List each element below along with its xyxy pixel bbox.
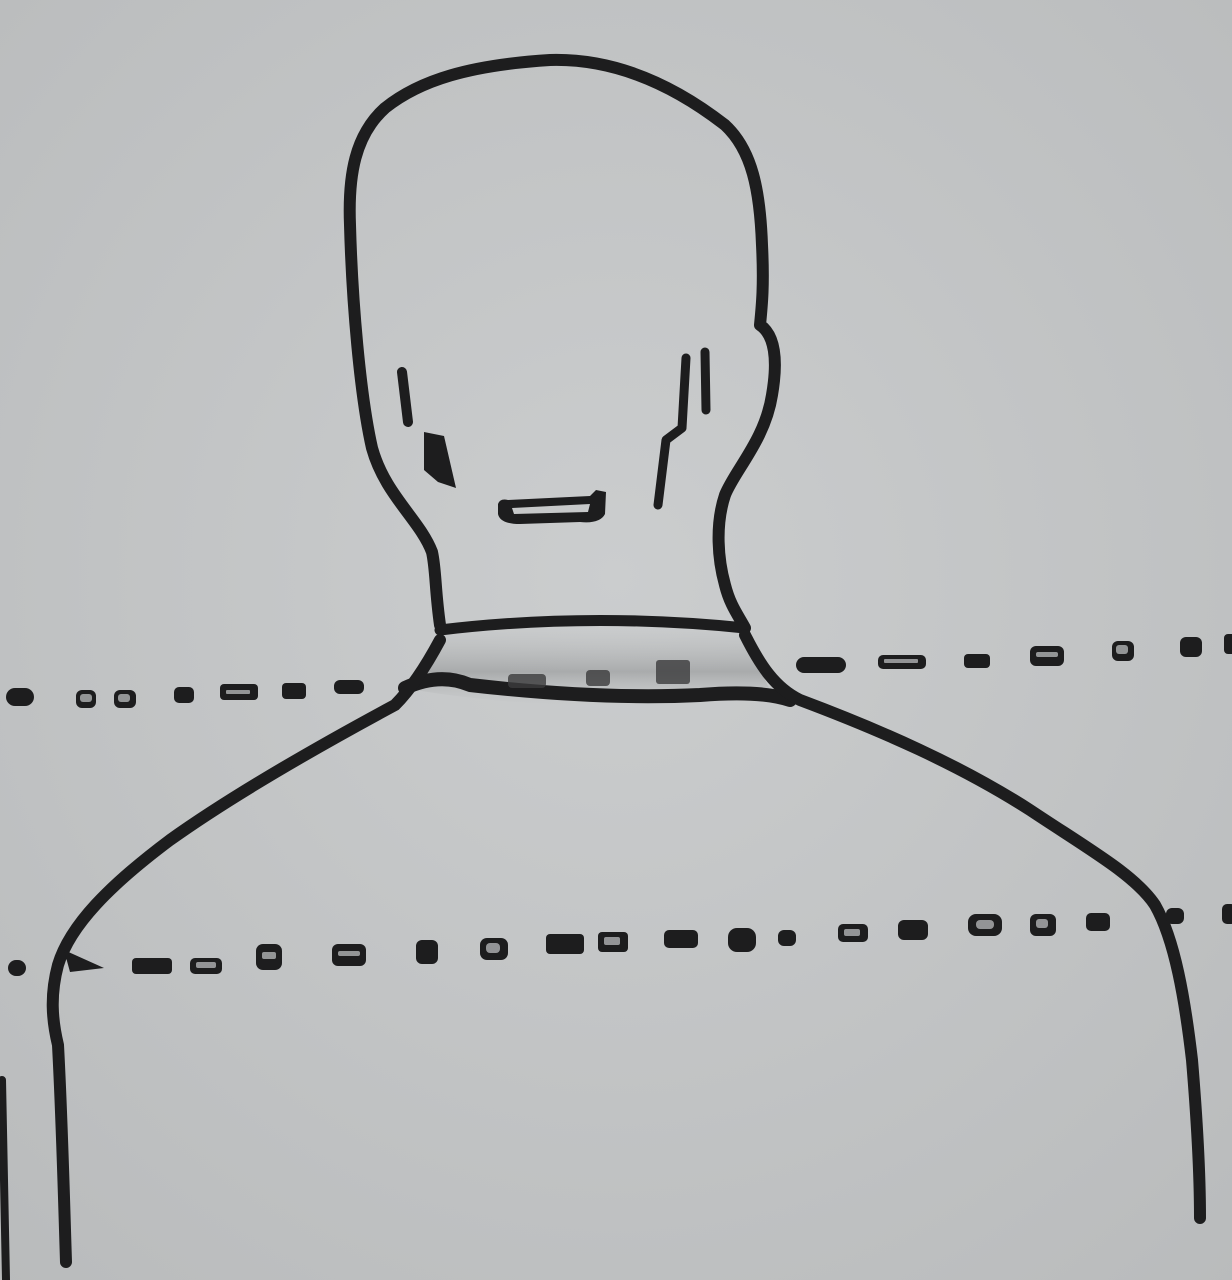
left-edge-line [0, 1076, 10, 1280]
left-cheek-mark [424, 432, 456, 488]
lower-dotted-line [8, 904, 1232, 976]
left-eye-mark [397, 367, 413, 427]
dot-highlights [80, 645, 1128, 968]
head-outline [343, 53, 781, 634]
collar-bottom-line [398, 672, 797, 707]
right-shoulder-outline [739, 629, 1206, 1224]
right-eye-mark [700, 347, 711, 415]
left-shoulder-outline [46, 634, 446, 1268]
collar-top-line [434, 614, 751, 636]
mouth-highlight [512, 504, 590, 514]
right-cheek-mark [653, 353, 691, 510]
collar-dotted-line [508, 660, 690, 688]
